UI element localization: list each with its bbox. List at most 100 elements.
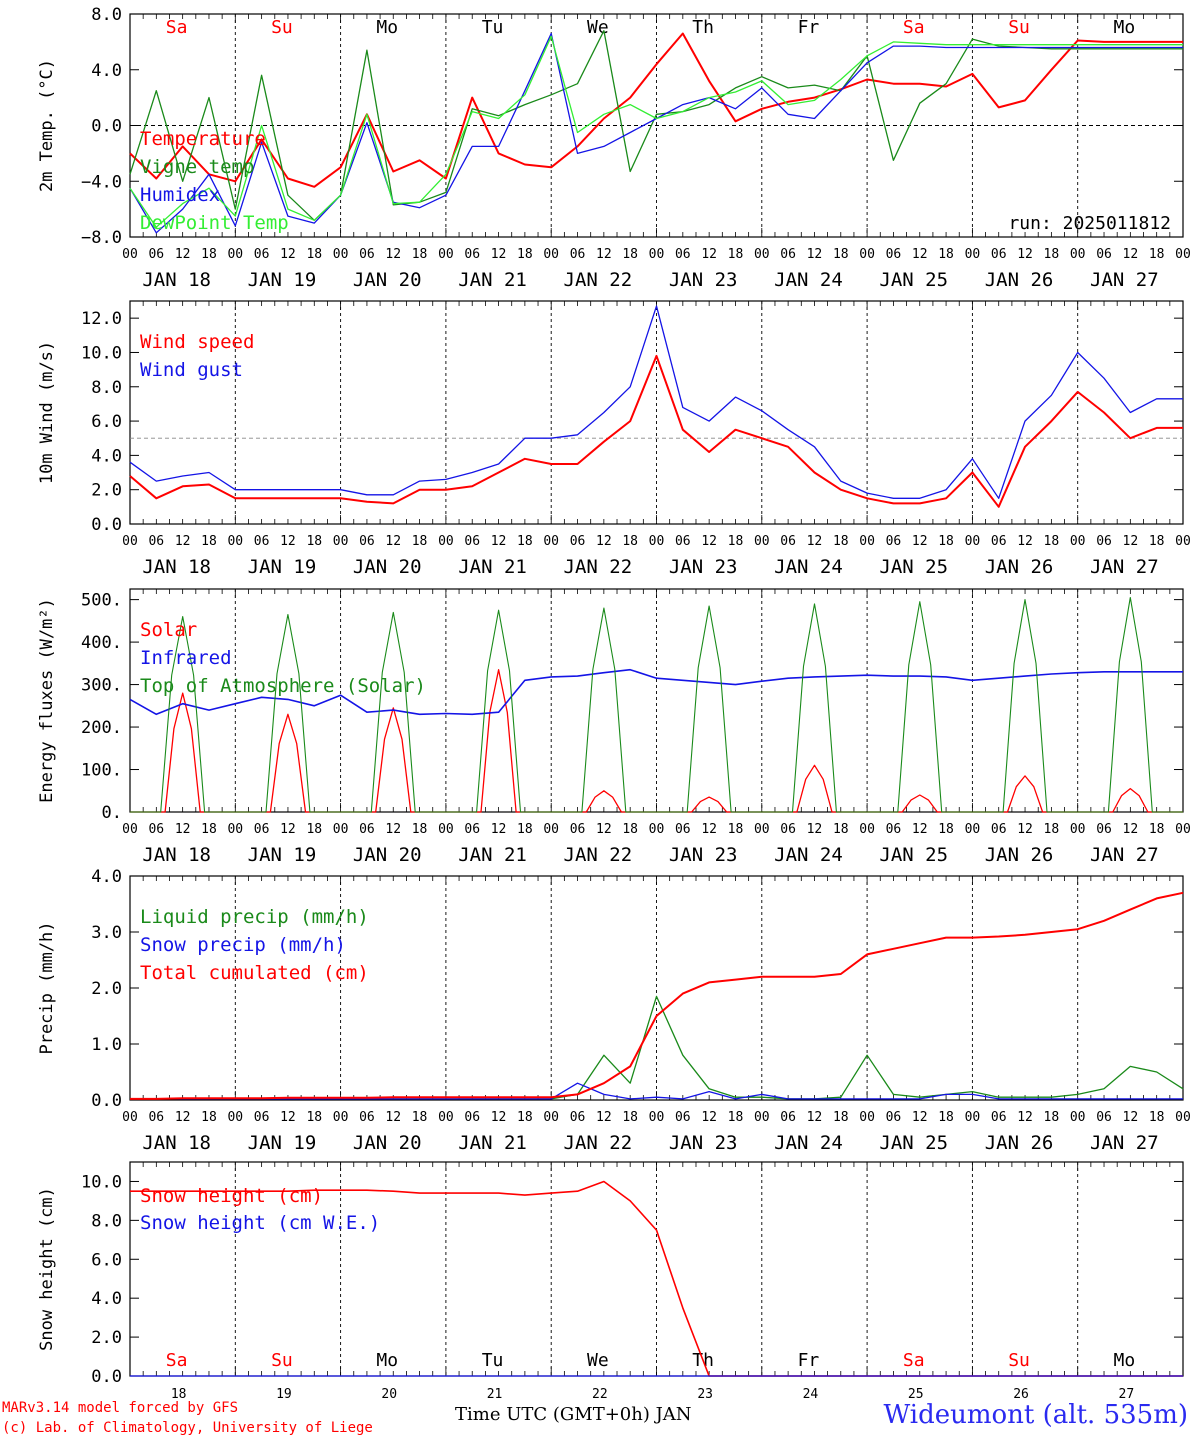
hour-tick-label: 00 — [543, 534, 559, 549]
y-tick-label: 2.0 — [91, 1328, 122, 1348]
hour-tick-label: 12 — [1123, 822, 1139, 837]
hour-tick-label: 12 — [1017, 247, 1033, 262]
hour-tick-label: 18 — [622, 534, 638, 549]
hour-tick-label: 06 — [780, 1110, 796, 1125]
day-number-label: 22 — [592, 1387, 608, 1402]
day-label: JAN 20 — [353, 556, 422, 578]
hour-tick-label: 06 — [675, 822, 691, 837]
y-axis-label: 10m Wind (m/s) — [37, 341, 57, 484]
hour-tick-label: 18 — [201, 1110, 217, 1125]
day-label: JAN 24 — [774, 1132, 843, 1154]
hour-tick-label: 00 — [333, 247, 349, 262]
day-label: JAN 20 — [353, 844, 422, 866]
hour-tick-label: 18 — [938, 247, 954, 262]
hour-tick-label: 12 — [807, 247, 823, 262]
day-label: JAN 21 — [458, 556, 527, 578]
hour-tick-label: 18 — [728, 247, 744, 262]
hour-tick-label: 06 — [570, 822, 586, 837]
hour-tick-label: 06 — [254, 247, 270, 262]
hour-tick-label: 00 — [754, 247, 770, 262]
hour-tick-label: 12 — [912, 247, 928, 262]
hour-tick-label: 18 — [622, 822, 638, 837]
hour-tick-label: 00 — [754, 1110, 770, 1125]
y-tick-label: 3.0 — [91, 923, 122, 943]
day-label: JAN 26 — [985, 556, 1054, 578]
hour-tick-label: 12 — [912, 822, 928, 837]
hour-tick-label: 18 — [1044, 822, 1060, 837]
hour-tick-label: 18 — [517, 822, 533, 837]
hour-tick-label: 00 — [859, 1110, 875, 1125]
day-label: JAN 20 — [353, 1132, 422, 1154]
hour-tick-label: 00 — [227, 822, 243, 837]
hour-tick-label: 18 — [1149, 1110, 1165, 1125]
legend-entry: Snow precip (mm/h) — [140, 934, 346, 956]
hour-tick-label: 18 — [517, 1110, 533, 1125]
series-line-temp-1 — [129, 30, 1183, 221]
weekday-label: Tu — [482, 17, 504, 38]
hour-tick-label: 00 — [649, 1110, 665, 1125]
hour-tick-label: 18 — [1044, 247, 1060, 262]
day-label: JAN 27 — [1090, 844, 1159, 866]
y-tick-label: 12.0 — [81, 309, 122, 329]
hour-tick-label: 00 — [649, 822, 665, 837]
day-label: JAN 27 — [1090, 1132, 1159, 1154]
day-label: JAN 26 — [985, 1132, 1054, 1154]
legend-entry: DewPoint Temp — [140, 212, 289, 234]
weekday-label: Sa — [903, 17, 925, 38]
day-label: JAN 23 — [669, 844, 738, 866]
hour-tick-label: 12 — [491, 534, 507, 549]
y-tick-label: 200. — [81, 718, 122, 738]
hour-tick-label: 06 — [359, 534, 375, 549]
hour-tick-label: 12 — [280, 247, 296, 262]
hour-tick-label: 12 — [175, 534, 191, 549]
hour-tick-label: 06 — [148, 247, 164, 262]
y-tick-label: 10.0 — [81, 343, 122, 363]
day-number-label: 20 — [381, 1387, 397, 1402]
hour-tick-label: 12 — [1123, 534, 1139, 549]
legend-entry: Wind gust — [140, 359, 243, 381]
y-axis-label: Energy fluxes (W/m²) — [37, 598, 57, 803]
weekday-label: Fr — [798, 17, 820, 38]
y-tick-label: 8.0 — [91, 1211, 122, 1231]
day-label: JAN 18 — [142, 269, 211, 291]
day-label: JAN 18 — [142, 556, 211, 578]
hour-tick-label: 12 — [491, 1110, 507, 1125]
legend-entry: Temperature — [140, 128, 266, 150]
hour-tick-label: 06 — [991, 1110, 1007, 1125]
hour-tick-label: 18 — [306, 534, 322, 549]
hour-tick-label: 18 — [833, 247, 849, 262]
series-line-precip-0 — [130, 995, 1184, 1100]
day-label: JAN 18 — [142, 844, 211, 866]
hour-tick-label: 06 — [1096, 247, 1112, 262]
weekday-label: Mo — [1114, 17, 1136, 38]
hour-tick-label: 12 — [491, 822, 507, 837]
legend-entry: Total cumulated (cm) — [140, 962, 369, 984]
y-tick-label: 1.0 — [91, 1035, 122, 1055]
hour-tick-label: 00 — [543, 1110, 559, 1125]
y-tick-label: 0.0 — [91, 515, 122, 535]
y-tick-label: 4.0 — [91, 1289, 122, 1309]
lab-credit: (c) Lab. of Climatology, University of L… — [2, 1420, 373, 1436]
hour-tick-label: 00 — [1175, 534, 1191, 549]
hour-tick-label: 18 — [201, 247, 217, 262]
hour-tick-label: 12 — [701, 822, 717, 837]
hour-tick-label: 06 — [570, 534, 586, 549]
day-label: JAN 22 — [564, 269, 633, 291]
hour-tick-label: 18 — [306, 822, 322, 837]
hour-tick-label: 00 — [1070, 247, 1086, 262]
day-label: JAN 23 — [669, 556, 738, 578]
y-tick-label: 6.0 — [91, 1250, 122, 1270]
hour-tick-label: 18 — [1149, 247, 1165, 262]
hour-tick-label: 00 — [859, 534, 875, 549]
panel-energy: 0. 100. 200. 300. 400. 500. Energy fluxes (W/m… — [37, 588, 1191, 866]
hour-tick-label: 06 — [359, 1110, 375, 1125]
hour-tick-label: 06 — [780, 247, 796, 262]
y-tick-label: −8.0 — [81, 228, 122, 248]
day-label: JAN 25 — [879, 269, 948, 291]
day-number-label: 26 — [1013, 1387, 1029, 1402]
hour-tick-label: 18 — [938, 822, 954, 837]
y-axis-label: 2m Temp. (°C) — [37, 59, 57, 192]
y-tick-label: 100. — [81, 761, 122, 781]
y-tick-label: 0.0 — [91, 1091, 122, 1111]
panel-precip: 0.0 1.0 2.0 3.0 4.0 Precip (mm/h) 00 06 12 18 JAN … — [37, 867, 1191, 1154]
